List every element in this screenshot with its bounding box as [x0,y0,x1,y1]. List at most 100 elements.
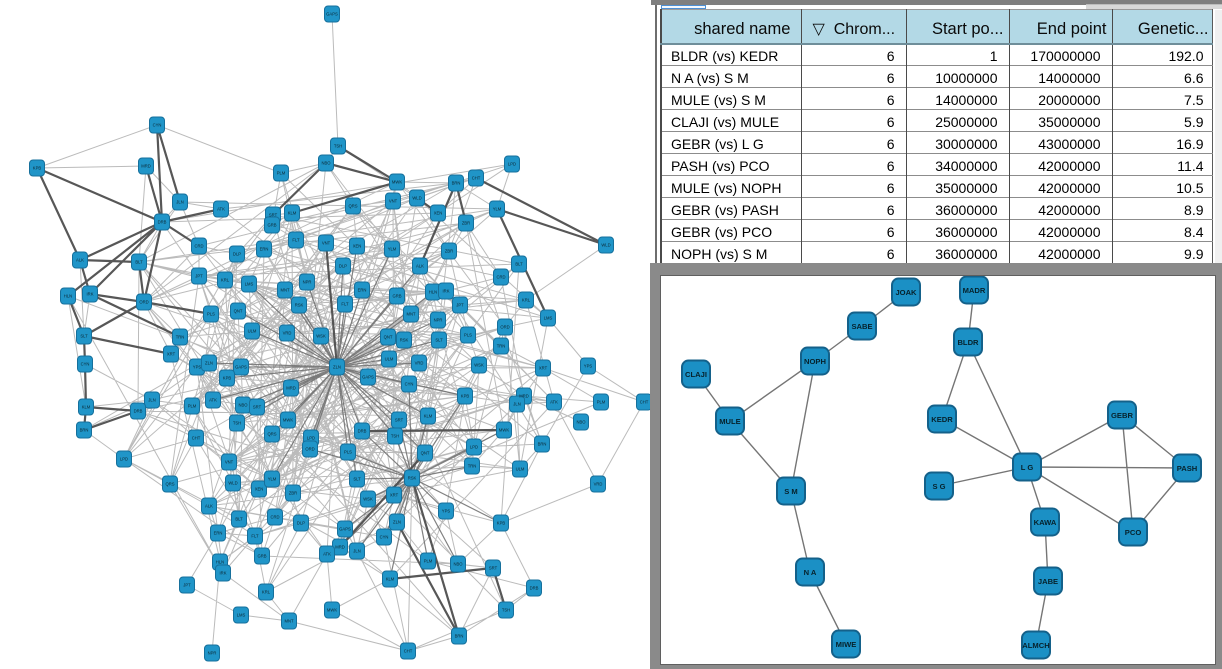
svg-text:SRT: SRT [269,213,278,218]
svg-text:FLT: FLT [341,302,349,307]
svg-text:BLT: BLT [135,260,143,265]
svg-text:CHT: CHT [472,176,481,181]
svg-text:MULE: MULE [719,417,741,426]
svg-text:MNT: MNT [406,312,416,317]
svg-text:PLS: PLS [464,333,472,338]
svg-text:HLN: HLN [216,560,224,565]
svg-text:NBO: NBO [576,420,586,425]
svg-text:VNT: VNT [322,241,331,246]
svg-text:ULM: ULM [248,329,257,334]
svg-text:GAPS: GAPS [362,375,374,380]
svg-text:MWK: MWK [283,418,293,423]
svg-text:PASH: PASH [1177,464,1198,473]
svg-text:BRN: BRN [452,181,461,186]
svg-text:BLDR: BLDR [957,338,979,347]
svg-text:PCO: PCO [1125,528,1142,537]
svg-text:LMS: LMS [544,316,553,321]
svg-text:LPD: LPD [307,436,315,441]
svg-text:XEN: XEN [434,211,443,216]
svg-text:CHT: CHT [404,649,413,654]
svg-text:YLM: YLM [268,477,277,482]
svg-text:XRT: XRT [390,493,399,498]
svg-text:HLN: HLN [64,294,72,299]
svg-text:MNT: MNT [284,619,294,624]
svg-text:ERN: ERN [260,247,269,252]
svg-text:TSH: TSH [502,608,510,613]
svg-text:TSH: TSH [233,421,241,426]
svg-text:JLN: JLN [148,398,155,403]
svg-text:JLN: JLN [513,402,520,407]
svg-text:JPT: JPT [195,274,203,279]
svg-text:XEN: XEN [255,487,264,492]
svg-text:RSK: RSK [408,476,417,481]
svg-text:FLT: FLT [251,534,259,539]
svg-text:JPT: JPT [456,303,464,308]
svg-text:TRN: TRN [497,344,506,349]
svg-text:DRB: DRB [134,409,143,414]
svg-text:KPB: KPB [33,166,42,171]
svg-text:QNT: QNT [234,309,243,314]
svg-text:MRD: MRD [286,386,296,391]
svg-text:SRT: SRT [395,418,404,423]
svg-text:WLD: WLD [228,481,237,486]
svg-text:PLM: PLM [188,404,197,409]
svg-text:NBO: NBO [453,562,463,567]
svg-text:ATK: ATK [550,400,558,405]
svg-text:GRB: GRB [392,294,401,299]
svg-text:MWK: MWK [327,608,337,613]
svg-text:ATK: ATK [217,207,225,212]
svg-text:PLM: PLM [424,559,433,564]
svg-text:ZBR: ZBR [289,491,297,496]
svg-text:LPD: LPD [508,162,516,167]
svg-text:SRT: SRT [489,566,498,571]
svg-text:WSK: WSK [363,497,373,502]
svg-text:PLS: PLS [344,450,352,455]
svg-text:NBO: NBO [238,403,248,408]
svg-text:MRD: MRD [141,164,151,169]
svg-text:ERN: ERN [214,531,223,536]
svg-text:QRS: QRS [267,432,276,437]
svg-text:CHT: CHT [640,400,649,405]
svg-text:WLD: WLD [412,196,421,201]
svg-text:TSH: TSH [391,434,399,439]
svg-text:VRD: VRD [594,482,603,487]
svg-text:ZLN: ZLN [205,361,213,366]
svg-text:ATK: ATK [323,552,331,557]
svg-text:SRT: SRT [253,405,262,410]
svg-text:RSK: RSK [295,303,304,308]
svg-text:QNT: QNT [384,335,393,340]
svg-text:YPS: YPS [193,365,202,370]
svg-text:GAPS: GAPS [339,527,351,532]
svg-text:DLP: DLP [339,264,347,269]
svg-text:BLT: BLT [235,517,243,522]
svg-text:NPR: NPR [434,318,443,323]
svg-text:KLM: KLM [82,405,91,410]
svg-text:KLM: KLM [288,211,297,216]
svg-text:ALK: ALK [76,258,84,263]
svg-text:GEBR: GEBR [1111,411,1133,420]
svg-text:NOPH: NOPH [804,357,826,366]
svg-text:GAPS: GAPS [235,365,247,370]
svg-text:ALMCH: ALMCH [1022,641,1049,650]
svg-text:IRK: IRK [87,292,94,297]
svg-text:MWK: MWK [392,180,402,185]
svg-text:DLP: DLP [297,521,305,526]
svg-text:ALK: ALK [205,504,213,509]
svg-text:CYN: CYN [81,362,90,367]
svg-text:PLM: PLM [597,400,606,405]
svg-text:XRT: XRT [539,366,548,371]
svg-text:VRD: VRD [283,331,292,336]
svg-text:SABE: SABE [851,322,872,331]
svg-text:MADR: MADR [963,286,986,295]
svg-text:BRN: BRN [538,442,547,447]
svg-text:VRD: VRD [415,361,424,366]
svg-text:QRS: QRS [348,204,357,209]
svg-text:CYN: CYN [153,123,162,128]
svg-text:KAWA: KAWA [1034,518,1057,527]
svg-text:ORD: ORD [139,300,148,305]
svg-text:LMS: LMS [245,282,254,287]
svg-text:YPS: YPS [584,364,593,369]
svg-text:WSK: WSK [474,363,484,368]
svg-text:KPB: KPB [497,521,506,526]
svg-text:KPB: KPB [461,394,470,399]
